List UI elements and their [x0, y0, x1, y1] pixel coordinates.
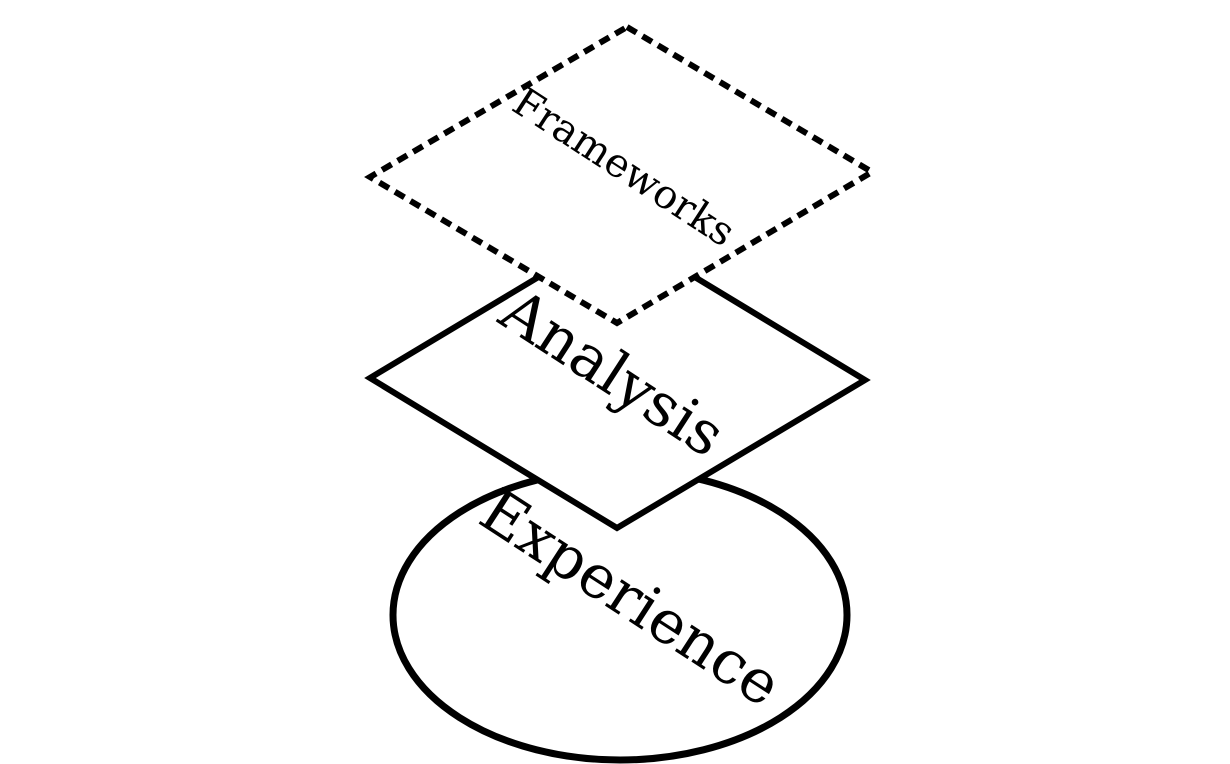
analysis-diamond	[364, 226, 871, 532]
frameworks-layer: Frameworks	[364, 23, 878, 327]
frameworks-diamond	[364, 23, 878, 327]
